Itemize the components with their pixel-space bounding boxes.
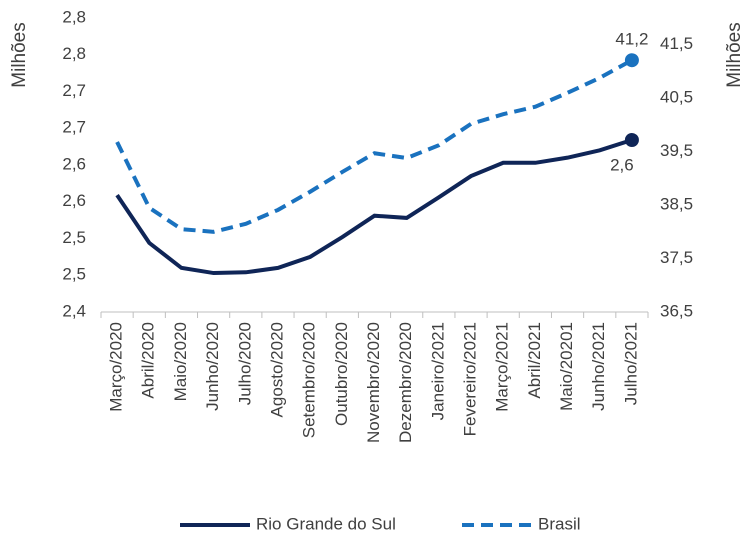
y-tick-label: 2,6 xyxy=(62,154,86,173)
series-line xyxy=(115,58,633,234)
x-tick-label: Abril/2021 xyxy=(525,322,544,399)
y2-tick-label: 38,5 xyxy=(660,195,693,214)
legend-label: Rio Grande do Sul xyxy=(256,514,396,533)
x-tick-label: Junho/2021 xyxy=(589,322,608,411)
x-tick-label: Maio/2020 xyxy=(171,322,190,401)
x-tick-label: Julho/2020 xyxy=(235,322,254,405)
x-tick-label: Novembro/2020 xyxy=(364,322,383,443)
y2-tick-label: 37,5 xyxy=(660,248,693,267)
y-tick-label: 2,4 xyxy=(62,301,86,320)
y-tick-label: 2,6 xyxy=(62,191,86,210)
point-marker xyxy=(624,133,639,148)
x-tick-label: Maio/20201 xyxy=(557,322,576,411)
point-marker xyxy=(624,53,639,68)
x-tick-label: Agosto/2020 xyxy=(267,322,286,417)
y-tick-label: 2,8 xyxy=(62,7,86,26)
y-axis-title: Milhões xyxy=(9,22,30,87)
y-tick-label: 2,5 xyxy=(62,228,86,247)
x-tick-label: Março/2020 xyxy=(107,322,126,412)
y2-tick-label: 39,5 xyxy=(660,141,693,160)
x-tick-label: Outubro/2020 xyxy=(332,322,351,426)
y-tick-label: 2,8 xyxy=(62,44,86,63)
x-tick-label: Março/2021 xyxy=(493,322,512,412)
x-tick-label: Abril/2020 xyxy=(139,322,158,399)
data-label: 41,2 xyxy=(615,30,648,49)
y2-tick-label: 41,5 xyxy=(660,34,693,53)
x-tick-label: Julho/2021 xyxy=(621,322,640,405)
y-tick-label: 2,5 xyxy=(62,265,86,284)
x-tick-label: Junho/2020 xyxy=(203,322,222,411)
x-tick-label: Fevereiro/2021 xyxy=(461,322,480,436)
series-line xyxy=(115,138,633,276)
data-label: 2,6 xyxy=(610,155,634,174)
x-tick-label: Dezembro/2020 xyxy=(396,322,415,443)
y-tick-label: 2,7 xyxy=(62,81,86,100)
y2-axis-title: Milhões xyxy=(724,22,745,87)
y2-tick-label: 40,5 xyxy=(660,88,693,107)
x-tick-label: Janeiro/2021 xyxy=(428,322,447,420)
y-tick-label: 2,7 xyxy=(62,118,86,137)
legend-label: Brasil xyxy=(538,514,581,533)
x-tick-label: Setembro/2020 xyxy=(300,322,319,438)
y2-tick-label: 36,5 xyxy=(660,301,693,320)
